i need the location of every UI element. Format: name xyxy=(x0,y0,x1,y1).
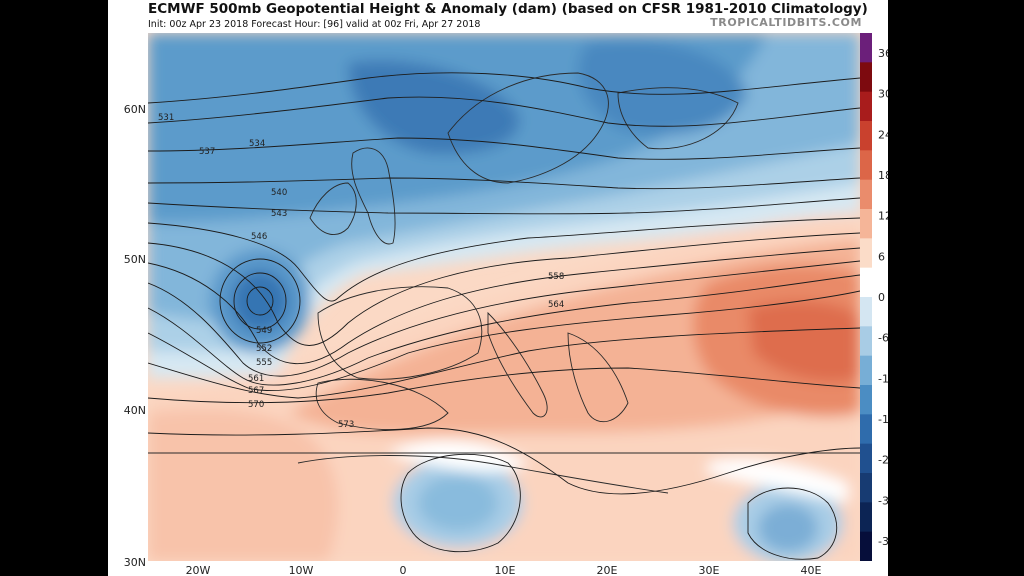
colorbar-label: 24 xyxy=(878,128,888,141)
colorbar-swatch xyxy=(860,91,872,122)
coastlines xyxy=(148,72,860,494)
lon-label-20e: 20E xyxy=(597,564,618,576)
colorbar-swatch xyxy=(860,531,872,561)
lon-label-40e: 40E xyxy=(801,564,822,576)
colorbar-swatch xyxy=(860,179,872,210)
figure-subtitle: Init: 00z Apr 23 2018 Forecast Hour: [96… xyxy=(148,19,481,30)
colorbar-swatch xyxy=(860,267,872,298)
contour-label: 555 xyxy=(256,358,272,368)
lat-label-30n: 30N xyxy=(124,556,146,569)
colorbar-label: -36 xyxy=(878,535,888,548)
colorbar-label: 0 xyxy=(878,291,885,304)
lon-labels: 20W 10W 0 10E 20E 30E 40E xyxy=(186,564,822,576)
colorbar-label: 6 xyxy=(878,250,885,263)
lat-label-60n: 60N xyxy=(124,103,146,116)
colorbar-label: 36 xyxy=(878,47,888,60)
colorbar-swatch xyxy=(860,443,872,474)
colorbar-label: -6 xyxy=(878,332,888,345)
lon-label-10e: 10E xyxy=(495,564,516,576)
contour-label: 531 xyxy=(158,113,174,123)
colorbar-swatch xyxy=(860,150,872,181)
colorbar-swatch xyxy=(860,355,872,386)
colorbar-swatch xyxy=(860,502,872,533)
lat-label-50n: 50N xyxy=(124,253,146,266)
lon-label-10w: 10W xyxy=(289,564,314,576)
colorbar-label: -18 xyxy=(878,413,888,426)
lat-labels: 60N 50N 40N 30N xyxy=(124,103,146,569)
colorbar-label: 30 xyxy=(878,88,888,101)
colorbar-swatch xyxy=(860,121,872,151)
contour-label: 552 xyxy=(256,344,272,354)
colorbar-swatch xyxy=(860,473,872,503)
lat-label-40n: 40N xyxy=(124,404,146,417)
brand-watermark: TROPICALTIDBITS.COM xyxy=(710,16,862,29)
colorbar-label: 12 xyxy=(878,210,888,223)
colorbar-label: -12 xyxy=(878,372,888,385)
axis-labels: 60N 50N 40N 30N 20W 10W 0 10E 20E 30E 40… xyxy=(124,47,888,576)
colorbar-swatch xyxy=(860,209,872,239)
figure-title: ECMWF 500mb Geopotential Height & Anomal… xyxy=(148,1,868,17)
contour-label: 567 xyxy=(248,386,264,396)
colorbar-swatch xyxy=(860,326,872,357)
colorbar-label: -24 xyxy=(878,454,888,467)
contour-label: 570 xyxy=(248,400,264,410)
lon-label-0: 0 xyxy=(400,564,407,576)
height-contours xyxy=(148,72,860,560)
contour-label: 564 xyxy=(548,300,564,310)
contour-label: 558 xyxy=(548,272,564,282)
contour-label: 549 xyxy=(256,326,272,336)
colorbar-swatch xyxy=(860,385,872,415)
contour-label: 537 xyxy=(199,147,215,157)
anomaly-map: 531 534 537 540 543 546 549 552 555 558 … xyxy=(148,33,860,561)
figure-panel: ECMWF 500mb Geopotential Height & Anomal… xyxy=(108,0,888,576)
contour-label: 546 xyxy=(251,232,267,242)
contour-label: 540 xyxy=(271,188,287,198)
contour-label: 561 xyxy=(248,374,264,384)
colorbar-label: 18 xyxy=(878,169,888,182)
contour-label: 573 xyxy=(338,420,354,430)
lon-label-30e: 30E xyxy=(699,564,720,576)
colorbar-swatch xyxy=(860,297,872,327)
colorbar-labels: 36 30 24 18 12 6 0 -6 -12 -18 -24 -30 -36 xyxy=(878,47,888,548)
colorbar-swatch xyxy=(860,414,872,445)
contour-labels: 531 534 537 540 543 546 549 552 555 558 … xyxy=(158,113,564,430)
colorbar-swatch xyxy=(860,238,872,269)
colorbar-swatch xyxy=(860,62,872,93)
contour-label: 543 xyxy=(271,209,287,219)
contour-label: 534 xyxy=(249,139,265,149)
colorbar-label: -30 xyxy=(878,494,888,507)
colorbar-swatch xyxy=(860,33,872,63)
anomaly-colorbar xyxy=(860,33,872,561)
lon-label-20w: 20W xyxy=(186,564,211,576)
